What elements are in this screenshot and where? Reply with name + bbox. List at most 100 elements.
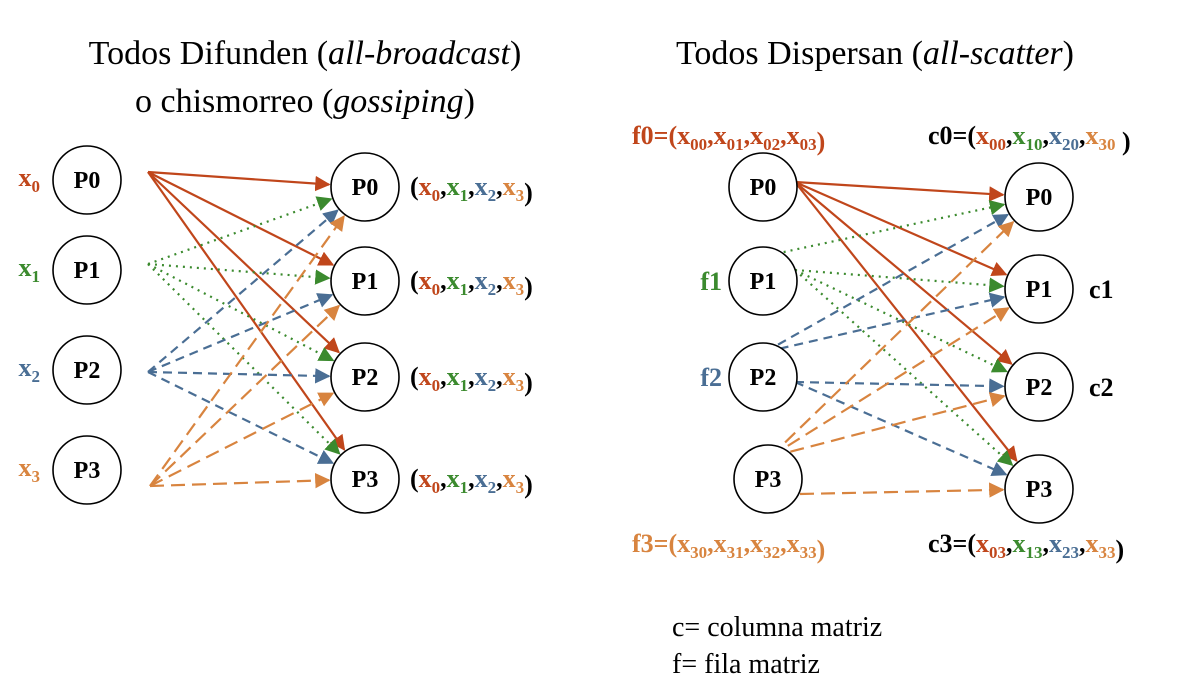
broadcast-edge-0-3 [147, 171, 346, 451]
right-target-p1-circle [1004, 254, 1074, 324]
row-f0-sep-0: , [707, 121, 714, 150]
left-result-3-open: ( [410, 464, 419, 493]
broadcast-edge-3-2 [149, 392, 335, 487]
left-target-p1-circle [330, 246, 400, 316]
col-c0-item-0-sub: 00 [989, 135, 1006, 154]
left-input-0-base: x [19, 163, 32, 192]
row-f3-item-3: x [787, 529, 800, 558]
nodes-layer: P0 P1 P2 P3 P0 P1 P2 P3 P0 P1 P2 P3 P0 P1 P2 P3 [52, 145, 1074, 524]
right-source-p1-circle [728, 246, 798, 316]
left-target-p2-circle [330, 342, 400, 412]
edges-layer [147, 170, 1018, 498]
row-f3-sep-2: , [780, 529, 787, 558]
col-c0-close: ) [1116, 127, 1131, 156]
right-col-label-1: c1 [1089, 275, 1114, 304]
left-input-0: x0 [19, 163, 41, 196]
row-f3-item-2: x [750, 529, 763, 558]
left-result-1-open: ( [410, 266, 419, 295]
left-source-p2: P2 [52, 335, 122, 405]
broadcast-edge-2-3 [147, 371, 335, 465]
left-source-p3: P3 [52, 435, 122, 505]
scatter-edge-1-3 [794, 269, 1014, 466]
left-result-3-sep-2: , [496, 464, 503, 493]
left-result-2-item-1: x [447, 362, 460, 391]
left-target-p2: P2 [330, 342, 400, 412]
right-source-p2-circle [728, 342, 798, 412]
left-result-2-item-2-sub: 2 [488, 376, 497, 395]
left-result-0-item-2: x [475, 172, 488, 201]
broadcast-edge-1-3 [147, 263, 341, 455]
col-c0-item-1-sub: 10 [1026, 135, 1043, 154]
left-result-1-item-1-sub: 1 [460, 280, 469, 299]
scatter-edge-0-0 [794, 180, 1005, 202]
row-f3-sep-0: , [707, 529, 714, 558]
left-input-1: x1 [19, 253, 41, 286]
scatter-edge-2-1 [764, 292, 1006, 354]
right-source-p2: P2 [728, 342, 798, 412]
left-target-p3-label: P3 [352, 467, 379, 493]
right-source-p3-label: P3 [755, 467, 782, 493]
left-title-line2: o chismorreo (gossiping) [135, 83, 475, 120]
left-result-2-item-3-sub: 3 [516, 376, 525, 395]
col-c3-item-1: x [1013, 529, 1026, 558]
right-target-p3-circle [1004, 454, 1074, 524]
row-f3-item-0: x [677, 529, 690, 558]
right-source-p0-circle [728, 152, 798, 222]
col-c0-sep-1: , [1043, 121, 1050, 150]
right-target-p0-label: P0 [1026, 185, 1053, 211]
left-source-p0-label: P0 [74, 168, 101, 194]
left-result-2: (x0,x1,x2,x3) [410, 362, 533, 397]
left-source-p2-label: P2 [74, 358, 101, 384]
row-f0-item-1: x [714, 121, 727, 150]
left-input-1-base: x [19, 253, 32, 282]
left-result-3-item-1-sub: 1 [460, 478, 469, 497]
row-f0-item-2-sub: 02 [763, 135, 780, 154]
left-source-p1-label: P1 [74, 258, 101, 284]
row-f3: f3=(x30,x31,x32,x33) [632, 529, 825, 564]
row-f3-open: ( [668, 529, 677, 558]
left-result-3-sep-0: , [440, 464, 447, 493]
left-result-0-item-3-sub: 3 [516, 186, 525, 205]
left-result-0-sep-2: , [496, 172, 503, 201]
scatter-edge-2-2 [794, 378, 1005, 394]
left-source-p3-circle [52, 435, 122, 505]
left-result-3-close: ) [524, 470, 533, 499]
left-input-1-sub: 1 [32, 267, 41, 286]
left-input-2: x2 [19, 353, 41, 386]
col-c0-open: ( [967, 121, 976, 150]
left-result-1-item-0: x [419, 266, 432, 295]
row-f3-prefix: f3= [632, 529, 668, 558]
col-c3-prefix: c3= [928, 529, 967, 558]
col-c0-sep-2: , [1079, 121, 1086, 150]
left-target-p2-label: P2 [352, 365, 379, 391]
left-input-3-base: x [19, 453, 32, 482]
scatter-edge-3-1 [769, 307, 1010, 458]
left-result-1-sep-2: , [496, 266, 503, 295]
right-source-p3: P3 [733, 444, 803, 514]
left-source-p0-circle [52, 145, 122, 215]
col-c3-open: ( [967, 529, 976, 558]
col-c0-sep-0: , [1006, 121, 1013, 150]
broadcast-edge-3-1 [149, 304, 341, 487]
right-target-p2-circle [1004, 352, 1074, 422]
scatter-edge-0-2 [794, 181, 1013, 365]
scatter-edge-2-0 [764, 213, 1010, 353]
left-result-1-item-2: x [475, 266, 488, 295]
col-c0-item-2-sub: 20 [1062, 135, 1079, 154]
broadcast-edge-2-0 [147, 209, 339, 373]
left-result-1-item-1: x [447, 266, 460, 295]
col-c0: c0=(x00,x10,x20,x30 ) [928, 121, 1131, 156]
left-target-p0-label: P0 [352, 175, 379, 201]
col-c3-item-2-sub: 23 [1062, 543, 1079, 562]
row-f3-sep-1: , [744, 529, 751, 558]
col-c3-item-3: x [1086, 529, 1099, 558]
right-target-p1: P1 [1004, 254, 1074, 324]
left-result-2-close: ) [524, 368, 533, 397]
left-result-0-sep-0: , [440, 172, 447, 201]
left-target-p1-label: P1 [352, 269, 379, 295]
col-c3: c3=(x03,x13,x23,x33) [928, 529, 1124, 564]
left-result-1-item-0-sub: 0 [432, 280, 441, 299]
left-result-2-sep-1: , [468, 362, 475, 391]
col-c3-sep-2: , [1079, 529, 1086, 558]
left-result-2-item-0: x [419, 362, 432, 391]
